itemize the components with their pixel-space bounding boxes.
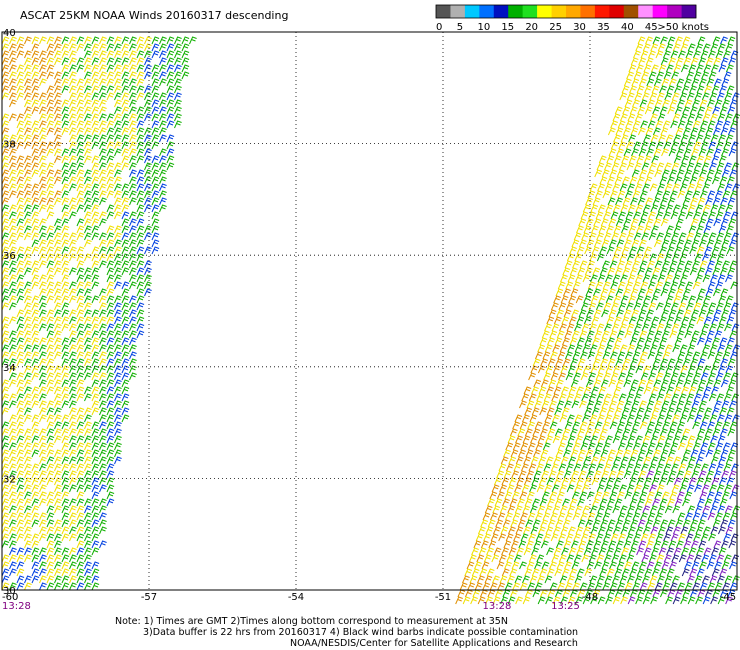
legend-swatch (537, 5, 552, 18)
legend-label: 0 (436, 22, 442, 33)
lat-label: 32 (3, 474, 16, 485)
legend-swatch (566, 5, 581, 18)
lat-label: 30 (3, 586, 16, 597)
lat-lon-grid (2, 32, 737, 590)
lat-label: 40 (3, 28, 16, 39)
map-frame (1, 31, 738, 591)
legend-swatch (493, 5, 509, 18)
time-labels: 13:28 13:28 13:25 (2, 601, 580, 612)
wind-barbs (1, 36, 740, 605)
lon-label: -60 (2, 592, 18, 603)
legend-swatch (623, 5, 639, 18)
note-line-2: 3)Data buffer is 22 hrs from 20160317 4)… (143, 627, 579, 638)
lon-label: -48 (582, 592, 598, 603)
note-line-1: Note: 1) Times are GMT 2)Times along bot… (115, 616, 508, 627)
lon-label: -45 (720, 592, 736, 603)
legend-label: 15 (501, 22, 514, 33)
lat-label: 38 (3, 140, 16, 151)
time-label: 13:28 (482, 601, 511, 612)
credit-line: NOAA/NESDIS/Center for Satellite Applica… (290, 638, 578, 649)
time-label: 13:25 (551, 601, 580, 612)
time-label: 13:28 (2, 601, 31, 612)
legend-swatch (508, 5, 523, 18)
legend-label: >50 knots (657, 22, 709, 33)
legend-swatch (551, 5, 567, 18)
lat-label: 36 (3, 251, 16, 262)
legend-swatch (652, 5, 668, 18)
legend-swatch (464, 5, 480, 18)
lon-label: -51 (435, 592, 451, 603)
lat-label: 34 (3, 363, 16, 374)
legend-swatch (638, 5, 653, 18)
legend-swatch (522, 5, 538, 18)
legend-swatch (580, 5, 596, 18)
map-title: ASCAT 25KM NOAA Winds 20160317 descendin… (20, 9, 289, 22)
longitude-labels: -60 -57 -54 -51 -48 -45 (2, 592, 736, 603)
legend-swatch (479, 5, 495, 18)
legend-swatch (681, 5, 697, 18)
speed-legend: 0 5 10 15 20 25 30 35 40 45 >50 knots (435, 4, 709, 33)
legend-label: 20 (525, 22, 538, 33)
legend-swatch (667, 5, 682, 18)
legend-label: 5 (457, 22, 463, 33)
legend-swatch (436, 5, 451, 18)
legend-label: 40 (621, 22, 634, 33)
legend-swatch (609, 5, 625, 18)
legend-label: 30 (573, 22, 586, 33)
legend-swatch (594, 5, 610, 18)
lon-label: -54 (288, 592, 304, 603)
legend-label: 45 (645, 22, 658, 33)
latitude-labels: 40 38 36 34 32 30 (3, 28, 16, 597)
legend-label: 10 (477, 22, 490, 33)
legend-swatch (450, 5, 466, 18)
legend-label: 35 (597, 22, 610, 33)
legend-label: 25 (549, 22, 562, 33)
lon-label: -57 (141, 592, 157, 603)
